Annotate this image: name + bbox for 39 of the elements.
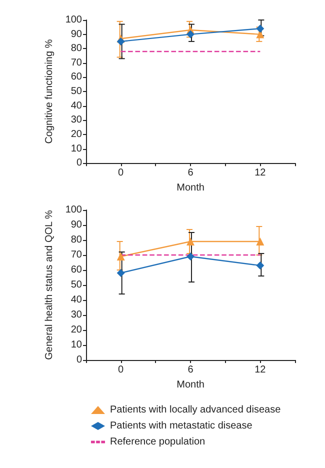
y-tick-label: 30 — [70, 114, 82, 126]
x-tick-label: 6 — [188, 168, 194, 179]
point — [186, 238, 194, 246]
y-tick-label: 50 — [70, 86, 82, 98]
y-axis-title: Cognitive functioning % — [44, 39, 55, 144]
y-tick-label: 70 — [70, 250, 82, 260]
y-tick-label: 100 — [65, 14, 82, 26]
y-tick-label: 60 — [70, 264, 82, 276]
x-axis-title: Month — [176, 379, 204, 390]
y-tick-label: 100 — [65, 204, 82, 216]
y-tick-label: 80 — [70, 234, 82, 246]
y-tick-label: 40 — [70, 100, 82, 112]
y-tick-label: 0 — [76, 158, 82, 169]
y-tick-label: 90 — [70, 220, 82, 230]
y-tick-label: 70 — [70, 57, 82, 68]
y-tick-label: 10 — [70, 143, 82, 154]
y-tick-label: 50 — [70, 280, 82, 290]
y-tick-label: 60 — [70, 72, 82, 83]
y-tick-label: 20 — [70, 324, 82, 336]
point — [256, 238, 264, 246]
point — [256, 262, 264, 270]
legend-label: Patients with metastatic disease — [110, 420, 253, 432]
y-tick-label: 0 — [76, 354, 82, 366]
legend-label: Reference population — [110, 436, 206, 448]
point — [116, 37, 125, 46]
x-tick-label: 12 — [254, 168, 266, 179]
y-tick-label: 30 — [70, 310, 82, 320]
y-tick-label: 10 — [70, 340, 82, 350]
x-tick-label: 0 — [118, 168, 124, 179]
x-axis-title: Month — [176, 182, 204, 194]
x-tick-label: 0 — [118, 364, 124, 376]
x-tick-label: 6 — [188, 364, 194, 376]
y-axis-title: General health status and QOL % — [44, 210, 55, 360]
y-tick-label: 80 — [70, 43, 82, 54]
y-tick-label: 40 — [70, 294, 82, 306]
y-tick-label: 20 — [70, 128, 82, 140]
y-tick-label: 90 — [70, 28, 82, 40]
legend-label: Patients with locally advanced disease — [110, 404, 282, 416]
x-tick-label: 12 — [254, 364, 266, 376]
